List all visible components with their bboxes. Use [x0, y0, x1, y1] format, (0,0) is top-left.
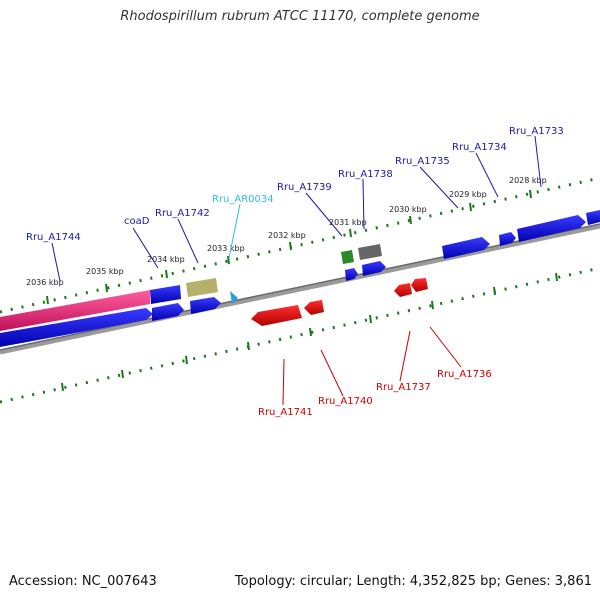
gene-label[interactable]: Rru_A1733 [509, 126, 564, 137]
feature-rru-a1742[interactable] [152, 303, 184, 321]
kbp-label: 2032 kbp [268, 231, 306, 240]
feature-rna-ar0034[interactable] [186, 278, 218, 297]
feature-green[interactable] [341, 250, 354, 264]
feature-rru-a1735[interactable] [442, 237, 490, 259]
kbp-label: 2029 kbp [449, 190, 487, 199]
gene-label[interactable]: Rru_A1742 [155, 208, 210, 219]
forward-leader-lines [51, 135, 542, 282]
gene-label[interactable]: Rru_AR0034 [212, 194, 274, 205]
accession-text: Accession: NC_007643 [9, 574, 157, 589]
feature-rru-a1740[interactable] [304, 300, 324, 315]
kbp-label: 2035 kbp [86, 267, 124, 276]
gene-label[interactable]: Rru_A1735 [395, 156, 450, 167]
feature-rru-a1736[interactable] [411, 278, 428, 292]
feature-rna-arrow[interactable] [230, 291, 238, 304]
gene-label[interactable]: Rru_A1734 [452, 142, 507, 153]
feature-pink[interactable] [0, 290, 150, 331]
feature-edge[interactable] [586, 210, 600, 225]
reverse-leader-lines [282, 326, 462, 406]
upper-major-ticks [46, 189, 532, 305]
kbp-label: 2030 kbp [389, 205, 427, 214]
feature-rru-a1739[interactable] [345, 268, 358, 281]
genome-backbone [0, 223, 600, 355]
kbp-label: 2031 kbp [329, 218, 367, 227]
feature-rru-a1742b[interactable] [190, 297, 221, 314]
kbp-label: 2028 kbp [509, 176, 547, 185]
gene-label[interactable]: Rru_A1738 [338, 169, 393, 180]
gene-label[interactable]: Rru_A1741 [258, 407, 313, 418]
topology-text: Topology: circular; Length: 4,352,825 bp… [234, 574, 592, 589]
gene-label[interactable]: Rru_A1737 [376, 382, 431, 393]
map-title: Rhodospirillum rubrum ATCC 11170, comple… [120, 9, 480, 24]
gene-label[interactable]: coaD [124, 216, 150, 227]
feature-rru-a1734[interactable] [499, 232, 516, 246]
kbp-label: 2036 kbp [26, 278, 64, 287]
feature-coaD[interactable] [150, 285, 181, 304]
gene-label[interactable]: Rru_A1739 [277, 182, 332, 193]
feature-rru-a1738[interactable] [362, 261, 386, 276]
feature-rru-a1741[interactable] [251, 305, 302, 326]
lower-major-ticks [61, 272, 558, 392]
gene-label[interactable]: Rru_A1744 [26, 232, 81, 243]
rna-leader-line [228, 203, 241, 259]
kbp-label: 2034 kbp [147, 255, 185, 264]
feature-grey[interactable] [358, 244, 382, 260]
feature-rru-a1737[interactable] [394, 283, 412, 297]
gene-label[interactable]: Rru_A1740 [318, 396, 373, 407]
kbp-label: 2033 kbp [207, 244, 245, 253]
feature-rru-a1744[interactable] [0, 308, 153, 347]
feature-rru-a1733[interactable] [517, 215, 586, 242]
gene-label[interactable]: Rru_A1736 [437, 369, 492, 380]
